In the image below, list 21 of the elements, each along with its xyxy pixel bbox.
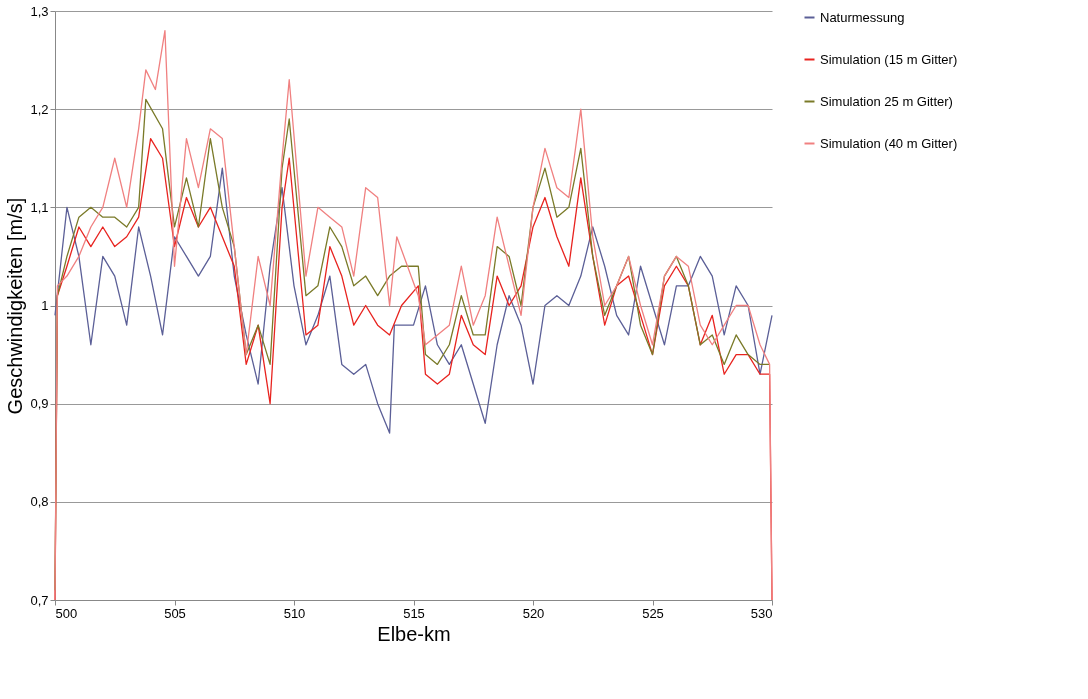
x-axis-title: Elbe-km xyxy=(377,622,451,645)
legend-label: Naturmessung xyxy=(820,9,905,25)
y-tick-label: 0,7 xyxy=(30,592,49,608)
x-tick-label: 505 xyxy=(164,605,186,621)
x-tick-label: 500 xyxy=(55,605,78,621)
y-tick-label: 1,1 xyxy=(30,199,49,215)
x-tick-label: 515 xyxy=(403,605,425,621)
x-tick-label: 525 xyxy=(642,605,664,621)
x-tick-label: 520 xyxy=(522,605,545,621)
y-tick-label: 0,8 xyxy=(30,494,49,510)
y-tick-label: 1 xyxy=(41,298,49,313)
legend-label: Simulation (40 m Gitter) xyxy=(820,135,958,151)
y-axis-title: Geschwindigkeiten [m/s] xyxy=(4,197,27,415)
line-series xyxy=(54,167,773,434)
y-tick-label: 1,2 xyxy=(30,101,49,117)
y-tick-label: 0,9 xyxy=(30,396,49,412)
legend-label: Simulation (15 m Gitter) xyxy=(820,51,958,67)
x-tick-label: 530 xyxy=(750,605,773,621)
x-tick-label: 510 xyxy=(283,605,306,621)
legend-label: Simulation 25 m Gitter) xyxy=(820,93,953,109)
y-tick-label: 1,3 xyxy=(30,3,49,19)
